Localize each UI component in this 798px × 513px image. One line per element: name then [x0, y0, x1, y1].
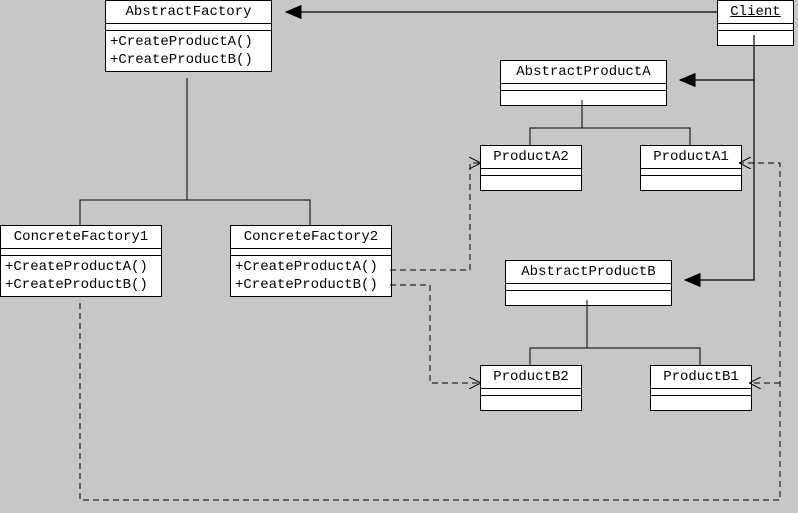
class-name: AbstractProductB: [506, 261, 671, 284]
class-name: ProductB2: [481, 366, 581, 389]
class-abstract-factory: AbstractFactory +CreateProductA() +Creat…: [105, 0, 272, 72]
class-method: +CreateProductA(): [235, 258, 387, 276]
class-name: ProductA1: [641, 146, 741, 169]
class-name: AbstractProductA: [501, 61, 666, 84]
edge-cf2-to-producta2: [390, 163, 480, 270]
class-body: +CreateProductA() +CreateProductB(): [1, 256, 161, 296]
edge-factory-tree-left: [80, 78, 187, 225]
class-abstract-product-a: AbstractProductA: [500, 60, 667, 106]
class-body: +CreateProductA() +CreateProductB(): [106, 31, 271, 71]
class-concrete-factory-2: ConcreteFactory2 +CreateProductA() +Crea…: [230, 225, 392, 297]
class-method: +CreateProductB(): [110, 51, 267, 69]
class-sep: [651, 389, 751, 396]
class-product-a2: ProductA2: [480, 145, 582, 191]
class-method: +CreateProductA(): [5, 258, 157, 276]
class-method: +CreateProductB(): [5, 276, 157, 294]
class-client: Client: [717, 0, 794, 46]
class-body: [651, 396, 751, 410]
class-body: [481, 396, 581, 410]
class-name: ProductB1: [651, 366, 751, 389]
class-concrete-factory-1: ConcreteFactory1 +CreateProductA() +Crea…: [0, 225, 162, 297]
class-product-a1: ProductA1: [640, 145, 742, 191]
class-sep: [506, 284, 671, 291]
class-name: ConcreteFactory1: [1, 226, 161, 249]
class-name: Client: [718, 1, 793, 24]
class-name: ProductA2: [481, 146, 581, 169]
edge-productb-tree-right: [587, 348, 700, 365]
class-abstract-product-b: AbstractProductB: [505, 260, 672, 306]
class-sep: [718, 24, 793, 31]
class-body: [506, 291, 671, 305]
class-body: +CreateProductA() +CreateProductB(): [231, 256, 391, 296]
class-product-b2: ProductB2: [480, 365, 582, 411]
class-name: ConcreteFactory2: [231, 226, 391, 249]
edge-producta-tree-left: [530, 100, 582, 145]
class-sep: [106, 24, 271, 31]
class-product-b1: ProductB1: [650, 365, 752, 411]
class-method: +CreateProductB(): [235, 276, 387, 294]
class-name: AbstractFactory: [106, 1, 271, 24]
class-body: [501, 91, 666, 105]
class-sep: [481, 389, 581, 396]
class-sep: [231, 249, 391, 256]
edge-cf2-to-productb2: [390, 285, 480, 383]
class-method: +CreateProductA(): [110, 33, 267, 51]
class-sep: [641, 169, 741, 176]
edge-cf1-to-producta1: [80, 163, 780, 500]
class-sep: [1, 249, 161, 256]
class-body: [481, 176, 581, 190]
class-body: [641, 176, 741, 190]
edge-factory-tree-right: [187, 200, 310, 225]
class-sep: [481, 169, 581, 176]
edge-productb-tree-left: [530, 300, 587, 365]
edge-producta-tree-right: [582, 128, 690, 145]
class-sep: [501, 84, 666, 91]
class-body: [718, 31, 793, 45]
